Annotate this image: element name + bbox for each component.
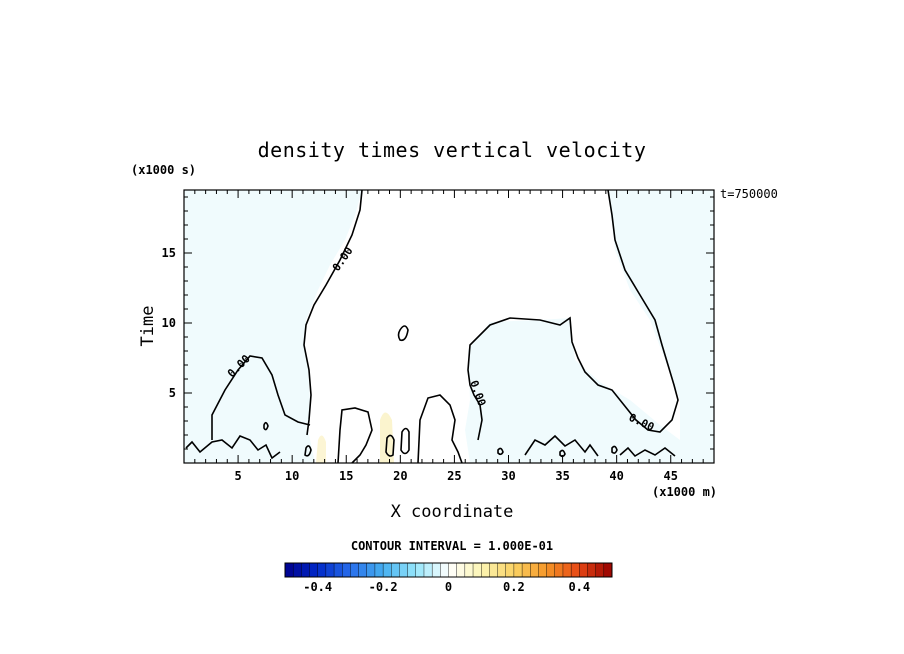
contour-interval-label: CONTOUR INTERVAL = 1.000E-01 <box>350 539 554 553</box>
contour-small-35 <box>559 449 566 458</box>
positive-region-fill-2 <box>316 435 326 463</box>
contour-line-left <box>211 355 311 440</box>
contour-small-loop <box>397 325 409 342</box>
y-axis-unit: (x1000 s) <box>131 163 197 177</box>
colorbar-cell <box>530 562 539 578</box>
colorbar-tick-label: 0.4 <box>568 580 590 594</box>
colorbar-cell <box>448 562 458 578</box>
x-tick-label: 20 <box>393 469 407 483</box>
contour-line-right <box>467 189 679 441</box>
contour-cluster-far-right <box>619 446 676 458</box>
y-tick-label: 5 <box>169 386 176 400</box>
colorbar-tick-label: 0 <box>445 580 452 594</box>
x-tick-label: 15 <box>339 469 353 483</box>
colorbar-cell <box>587 562 597 578</box>
colorbar-tick-label: 0.2 <box>503 580 525 594</box>
zero-contours <box>185 189 679 464</box>
colorbar-cell <box>595 562 605 578</box>
colorbar-cell <box>309 562 319 578</box>
colorbar-cell <box>505 562 515 578</box>
colorbar-cell <box>407 562 417 578</box>
colorbar-cell <box>423 562 433 578</box>
colorbar-cell <box>570 562 580 578</box>
contour-cluster-15 <box>337 407 373 464</box>
x-tick-label: 10 <box>285 469 299 483</box>
x-tick-label: 5 <box>234 469 241 483</box>
colorbar-tick-label: -0.2 <box>369 580 398 594</box>
contour-small-42 <box>611 445 618 454</box>
plot-frame <box>183 189 715 464</box>
colorbar-cell <box>358 562 368 578</box>
colorbar-cell <box>284 562 294 578</box>
colorbar: -0.4 -0.2 0 0.2 0.4 <box>284 562 613 594</box>
contour-small-13 <box>304 445 312 457</box>
colorbar-cell <box>562 562 572 578</box>
colorbar-cell <box>342 562 351 578</box>
colorbar-cell <box>521 562 531 578</box>
colorbar-cell <box>472 562 482 578</box>
contour-cluster-right-bottom <box>524 434 599 457</box>
colorbar-frame <box>284 562 613 578</box>
colorbar-cell <box>603 562 613 578</box>
colorbar-cell <box>481 562 490 578</box>
x-axis-label: X coordinate <box>390 502 514 522</box>
colorbar-cell <box>440 562 450 578</box>
colorbar-cell <box>464 562 474 578</box>
x-tick-label: 35 <box>555 469 569 483</box>
colorbar-cell <box>415 562 425 578</box>
colorbar-cell <box>350 562 360 578</box>
x-tick-label: 45 <box>664 469 678 483</box>
time-stamp: t=750000 <box>720 187 778 201</box>
colorbar-cell <box>431 562 441 578</box>
colorbar-cell <box>497 562 507 578</box>
colorbar-cell <box>325 562 335 578</box>
y-tick-label: 15 <box>162 246 176 260</box>
contour-cluster-23 <box>417 394 463 464</box>
colorbar-cell <box>456 562 466 578</box>
axis-ticks: 5 10 15 20 25 30 35 40 45 5 10 15 <box>162 190 714 483</box>
colorbar-cell <box>554 562 564 578</box>
zero-region-fill <box>305 190 680 463</box>
colorbar-cell <box>391 562 400 578</box>
colorbar-cell <box>366 562 376 578</box>
x-tick-label: 30 <box>501 469 515 483</box>
colorbar-cell <box>538 562 548 578</box>
colorbar-cell <box>333 562 343 578</box>
contour-loop-18 <box>385 434 395 457</box>
x-tick-label: 40 <box>609 469 623 483</box>
colorbar-cell <box>292 562 302 578</box>
colorbar-cell <box>513 562 523 578</box>
colorbar-cell <box>399 562 409 578</box>
y-tick-label: 10 <box>162 316 176 330</box>
contour-cluster-left-bottom <box>185 435 281 460</box>
colorbar-cell <box>382 562 392 578</box>
colorbar-cell <box>546 562 556 578</box>
colorbar-cell <box>317 562 327 578</box>
contour-small-30 <box>497 447 504 456</box>
contour-loop-20 <box>400 427 410 455</box>
x-tick-label: 25 <box>447 469 461 483</box>
colorbar-cell <box>374 562 384 578</box>
colorbar-cell <box>301 562 311 578</box>
chart-title: density times vertical velocity <box>257 138 647 162</box>
colorbar-cell <box>579 562 588 578</box>
contour-small-7 <box>263 421 269 431</box>
contour-line-center-left <box>303 189 363 436</box>
colorbar-tick-label: -0.4 <box>303 580 332 594</box>
x-axis-unit: (x1000 m) <box>652 485 718 499</box>
colorbar-cell <box>489 562 499 578</box>
